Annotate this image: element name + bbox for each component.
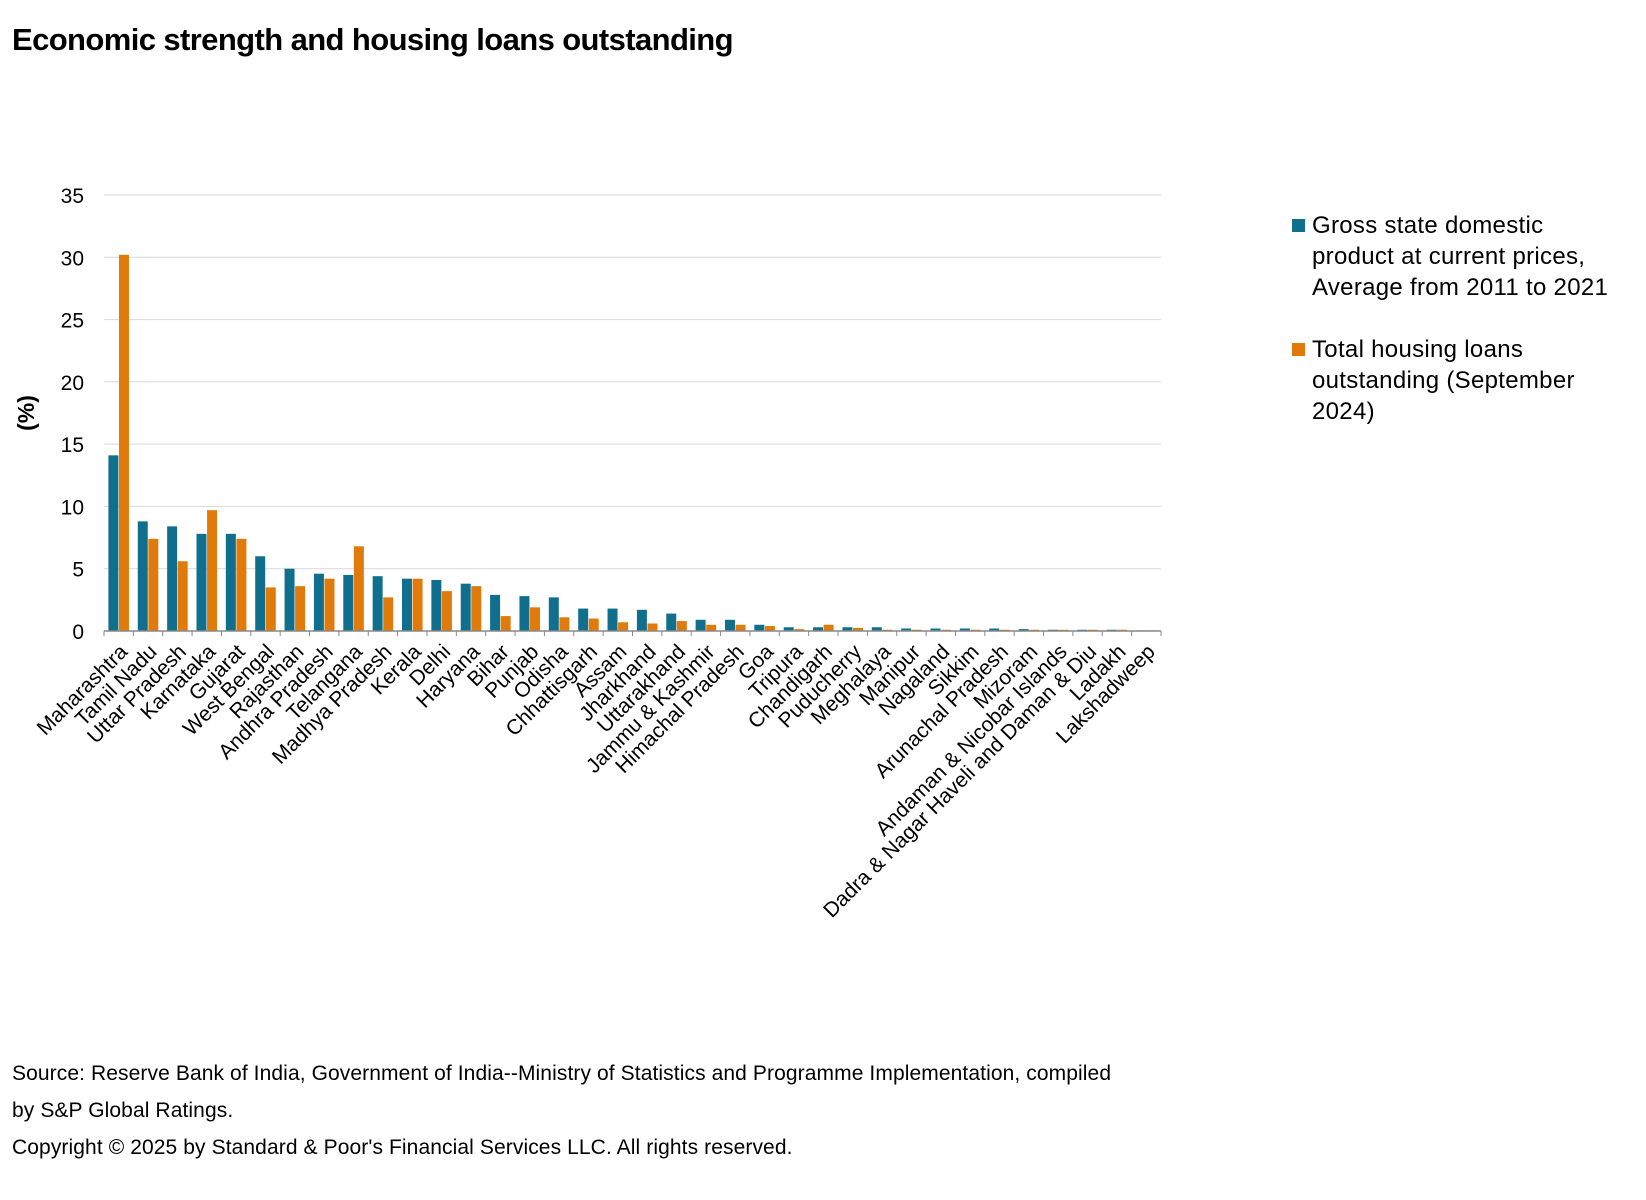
legend-swatch-housing xyxy=(1292,343,1305,356)
bar-gsdp xyxy=(343,574,354,631)
bar-gsdp xyxy=(695,619,706,631)
bar-housing xyxy=(588,618,599,631)
bar-gsdp xyxy=(519,596,530,631)
y-tick-label: 5 xyxy=(72,559,84,582)
bar-gsdp xyxy=(607,608,618,631)
bar-housing xyxy=(618,622,629,631)
copyright-line: Copyright © 2025 by Standard & Poor's Fi… xyxy=(12,1136,793,1159)
legend-label-housing: Total housing loans outstanding (Septemb… xyxy=(1312,336,1575,425)
bar-housing xyxy=(500,616,511,631)
bar-gsdp xyxy=(431,579,442,631)
bar-housing xyxy=(177,561,188,631)
legend-item-gsdp: Gross state domestic product at current … xyxy=(1292,210,1632,303)
bar-housing xyxy=(735,624,746,631)
y-tick-label: 0 xyxy=(72,621,84,644)
bar-gsdp xyxy=(137,521,148,631)
bar-housing xyxy=(207,510,218,631)
bar-gsdp xyxy=(901,628,912,631)
bar-housing xyxy=(471,586,482,631)
bar-housing xyxy=(412,578,423,631)
bar-gsdp xyxy=(460,583,471,631)
y-tick-label: 20 xyxy=(61,372,84,395)
y-tick-label: 15 xyxy=(61,434,84,457)
legend-swatch-gsdp xyxy=(1292,219,1305,232)
y-tick-label: 25 xyxy=(61,310,84,333)
bar-gsdp xyxy=(284,568,295,631)
bar-housing xyxy=(794,629,805,631)
bar-gsdp xyxy=(255,556,266,631)
bar-gsdp xyxy=(724,619,735,631)
bar-gsdp xyxy=(989,628,1000,631)
y-tick-label: 35 xyxy=(61,185,84,208)
bar-gsdp xyxy=(813,627,824,631)
bar-gsdp xyxy=(196,533,207,631)
bar-housing xyxy=(706,624,717,631)
bar-gsdp xyxy=(930,628,941,631)
bar-housing xyxy=(383,597,394,631)
bar-housing xyxy=(265,587,276,631)
bar-gsdp xyxy=(842,627,853,631)
bar-gsdp xyxy=(754,624,765,631)
y-axis-label: (%) xyxy=(13,395,39,431)
bar-gsdp xyxy=(578,608,589,631)
bar-gsdp xyxy=(783,627,794,631)
bar-gsdp xyxy=(1018,629,1029,631)
bar-housing xyxy=(764,626,775,631)
legend: Gross state domestic product at current … xyxy=(1292,210,1632,458)
source-line-2: by S&P Global Ratings. xyxy=(12,1099,234,1122)
bar-housing xyxy=(530,607,541,631)
bar-gsdp xyxy=(313,573,324,631)
bar-gsdp xyxy=(402,578,412,631)
source-line-1: Source: Reserve Bank of India, Governmen… xyxy=(12,1062,1112,1085)
source-note: Source: Reserve Bank of India, Governmen… xyxy=(12,1055,1292,1166)
y-tick-label: 30 xyxy=(61,247,84,270)
bar-gsdp xyxy=(372,576,383,631)
y-tick-label: 10 xyxy=(61,496,84,519)
bar-gsdp xyxy=(225,533,236,631)
bar-housing xyxy=(441,591,452,631)
bar-housing xyxy=(853,627,863,631)
bar-housing xyxy=(647,623,658,631)
legend-item-housing: Total housing loans outstanding (Septemb… xyxy=(1292,334,1632,427)
bar-gsdp xyxy=(959,628,970,631)
bar-housing xyxy=(118,254,129,631)
bar-housing xyxy=(353,546,364,631)
bar-gsdp xyxy=(636,609,647,631)
bar-housing xyxy=(148,538,159,631)
bar-gsdp xyxy=(666,613,677,631)
bar-gsdp xyxy=(871,627,882,631)
bar-gsdp xyxy=(167,526,178,631)
bar-gsdp xyxy=(108,455,119,631)
bar-housing xyxy=(823,624,834,631)
bar-gsdp xyxy=(548,597,559,631)
bar-housing xyxy=(295,586,306,631)
bar-housing xyxy=(676,621,687,631)
bar-housing xyxy=(236,538,247,631)
bar-housing xyxy=(559,617,570,631)
bar-housing xyxy=(324,578,335,631)
chart-title: Economic strength and housing loans outs… xyxy=(12,22,734,57)
legend-label-gsdp: Gross state domestic product at current … xyxy=(1312,212,1609,301)
bar-gsdp xyxy=(490,594,501,631)
